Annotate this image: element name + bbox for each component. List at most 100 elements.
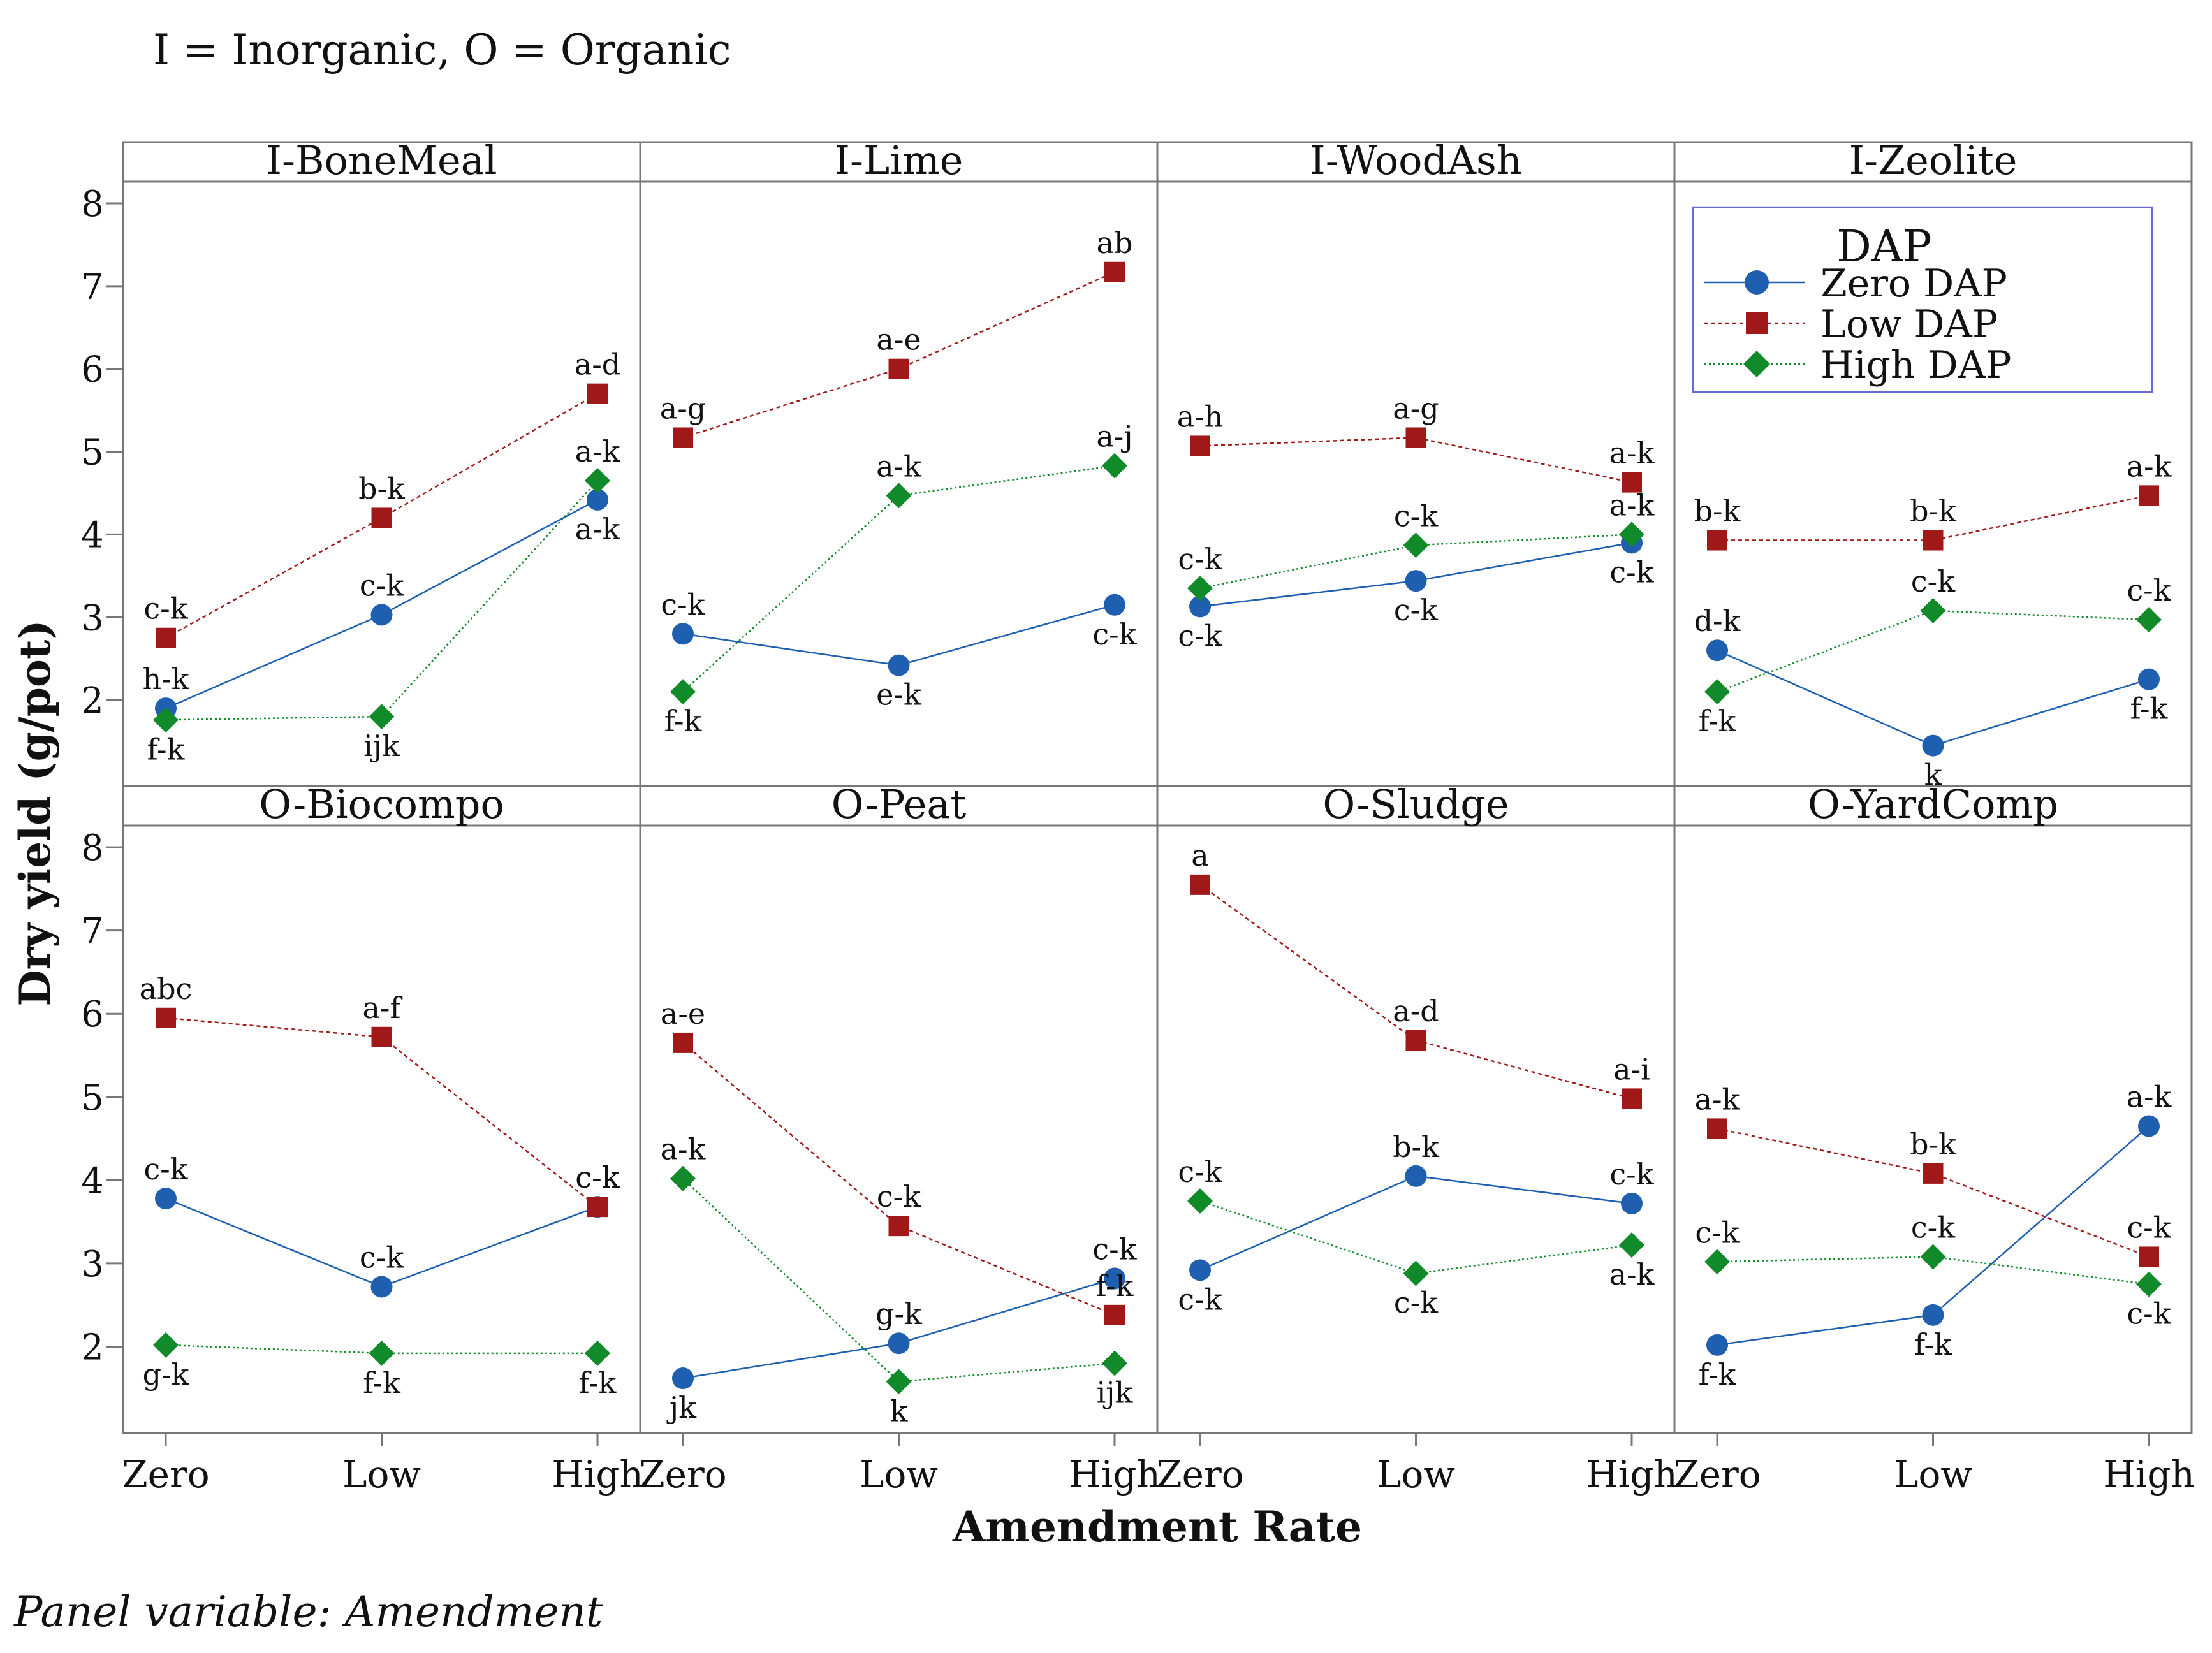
point-high-dap <box>886 483 912 509</box>
point-low-dap <box>2139 485 2159 506</box>
legend-box <box>1692 206 2153 393</box>
significance-label: c-k <box>1178 1282 1222 1316</box>
point-low-dap <box>1923 1163 1944 1184</box>
significance-label: a-k <box>661 1132 707 1167</box>
y-tick-label: 7 <box>81 911 104 952</box>
point-high-dap <box>1403 532 1429 558</box>
point-high-dap <box>1102 453 1127 479</box>
point-low-dap <box>1707 530 1727 551</box>
point-high-dap <box>1102 1350 1127 1376</box>
significance-label: b-k <box>1910 1127 1957 1161</box>
significance-label: c-k <box>1695 1215 1740 1249</box>
x-tick-label: Low <box>342 1453 421 1496</box>
significance-label: jk <box>666 1390 697 1425</box>
panel-title: O-YardComp <box>1808 781 2058 827</box>
y-axis-title: Dry yield (g/pot) <box>10 620 60 1006</box>
point-zero-dap <box>1104 593 1125 616</box>
significance-label: c-k <box>1394 499 1439 533</box>
series-line-zero <box>1717 650 2150 746</box>
point-low-dap <box>673 427 693 448</box>
series-line-low <box>1199 437 1632 483</box>
point-low-dap <box>1707 1118 1727 1139</box>
point-low-dap <box>1104 261 1125 282</box>
significance-label: k <box>890 1394 909 1428</box>
significance-label: c-k <box>1178 618 1222 653</box>
significance-label: c-k <box>1394 1286 1439 1320</box>
significance-label: a-k <box>876 449 922 483</box>
series-line-low <box>1717 495 2150 541</box>
point-low-dap <box>1190 435 1210 456</box>
legend-marker-high-dap <box>1743 351 1770 377</box>
point-high-dap <box>585 468 610 494</box>
legend-entry: Low DAP <box>1820 302 1998 347</box>
point-zero-dap <box>1621 1192 1643 1214</box>
point-low-dap <box>888 358 909 379</box>
point-zero-dap <box>672 623 694 645</box>
point-zero-dap <box>2138 668 2160 690</box>
significance-label: a-k <box>2127 1079 2172 1114</box>
point-low-dap <box>156 627 176 648</box>
point-high-dap <box>153 707 179 733</box>
significance-label: c-k <box>2127 1210 2171 1244</box>
point-zero-dap <box>1922 1304 1944 1326</box>
x-tick-label: Zero <box>639 1453 726 1496</box>
significance-label: ab <box>1097 226 1133 260</box>
y-tick-label: 2 <box>81 680 104 722</box>
y-tick-label: 7 <box>81 266 104 308</box>
legend-marker-zero-dap <box>1745 270 1769 295</box>
y-tick-label: 8 <box>81 184 104 225</box>
legend-entry: High DAP <box>1820 343 2011 388</box>
panel-title: I-Lime <box>835 137 963 184</box>
significance-label: c-k <box>1092 1232 1137 1266</box>
significance-label: c-k <box>360 1240 404 1274</box>
significance-label: c-k <box>1394 593 1439 627</box>
point-high-dap <box>2136 1271 2162 1297</box>
point-high-dap <box>585 1340 610 1366</box>
point-high-dap <box>369 704 395 730</box>
point-zero-dap <box>1405 570 1427 592</box>
significance-label: a-d <box>575 347 620 382</box>
significance-label: f-k <box>1699 704 1737 738</box>
y-tick-label: 3 <box>81 1244 104 1285</box>
point-zero-dap <box>155 1188 177 1210</box>
point-low-dap <box>587 1197 608 1218</box>
point-low-dap <box>2139 1246 2159 1267</box>
significance-label: c-k <box>575 1160 620 1195</box>
y-tick-label: 6 <box>81 994 104 1035</box>
significance-label: a-k <box>1609 488 1655 522</box>
y-tick-label: 4 <box>81 1160 104 1202</box>
significance-label: b-k <box>358 471 406 506</box>
significance-label: c-k <box>1092 617 1137 652</box>
point-zero-dap <box>888 1332 910 1355</box>
significance-label: a-k <box>2127 449 2172 483</box>
significance-label: b-k <box>1910 494 1957 528</box>
point-zero-dap <box>1189 595 1211 618</box>
point-zero-dap <box>1706 1334 1728 1356</box>
point-high-dap <box>1619 521 1644 548</box>
point-high-dap <box>1187 1188 1213 1214</box>
point-high-dap <box>1704 679 1730 705</box>
point-low-dap <box>888 1216 909 1237</box>
significance-label: c-k <box>143 1152 188 1186</box>
significance-label: f-k <box>1699 1357 1737 1392</box>
legend-marker-low-dap <box>1746 312 1768 334</box>
point-high-dap <box>886 1369 912 1395</box>
significance-label: a-k <box>1695 1082 1741 1116</box>
y-tick-label: 5 <box>81 1077 104 1119</box>
point-low-dap <box>1622 472 1642 493</box>
significance-label: a-d <box>1393 994 1439 1028</box>
significance-label: h-k <box>142 662 189 696</box>
significance-label: a-e <box>876 323 921 357</box>
x-tick-label: High <box>1586 1453 1678 1496</box>
significance-label: f-k <box>664 704 703 738</box>
point-high-dap <box>670 679 696 705</box>
point-zero-dap <box>1706 639 1728 662</box>
point-low-dap <box>371 1026 392 1047</box>
panel-title: I-BoneMeal <box>267 137 497 184</box>
point-low-dap <box>587 383 608 404</box>
significance-label: a-e <box>661 996 705 1031</box>
point-low-dap <box>1405 427 1426 448</box>
significance-label: a-j <box>1096 419 1132 454</box>
point-zero-dap <box>672 1367 694 1390</box>
x-tick-label: Low <box>860 1453 938 1496</box>
